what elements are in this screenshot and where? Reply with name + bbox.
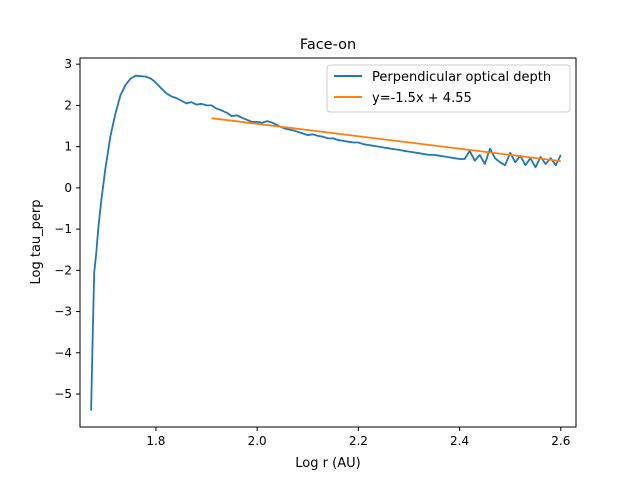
x-tick-label: 2.0 xyxy=(248,434,267,448)
x-tick-label: 2.4 xyxy=(450,434,469,448)
y-tick-label: 2 xyxy=(64,98,72,112)
y-tick-label: 0 xyxy=(64,181,72,195)
x-tick-label: 1.8 xyxy=(146,434,165,448)
plot-area xyxy=(79,57,577,428)
chart-title: Face-on xyxy=(300,37,356,53)
x-tick-label: 2.2 xyxy=(349,434,368,448)
x-tick-label: 2.6 xyxy=(551,434,570,448)
legend-label-optical-depth: Perpendicular optical depth xyxy=(372,70,551,85)
y-tick-label: −4 xyxy=(54,346,72,360)
x-axis-label: Log r (AU) xyxy=(295,456,360,471)
y-tick-label: −5 xyxy=(54,387,72,401)
series-fit-line xyxy=(211,117,561,162)
legend-box xyxy=(326,64,571,113)
y-tick-label: −1 xyxy=(54,222,72,236)
y-axis-label: Log tau_perp xyxy=(29,199,44,284)
series-layer xyxy=(90,74,562,411)
series-optical-depth xyxy=(90,74,562,411)
y-tick-label: 1 xyxy=(64,140,72,154)
y-axis: 3 2 1 0 −1 −2 −3 −4 −5 xyxy=(54,57,80,401)
y-tick-label: 3 xyxy=(64,57,72,71)
legend: Perpendicular optical depth y=-1.5x + 4.… xyxy=(326,64,571,113)
y-tick-label: −3 xyxy=(54,305,72,319)
legend-label-fit: y=-1.5x + 4.55 xyxy=(372,91,472,106)
x-axis: 1.8 2.0 2.2 2.4 2.6 xyxy=(146,427,570,448)
y-tick-label: −2 xyxy=(54,263,72,277)
